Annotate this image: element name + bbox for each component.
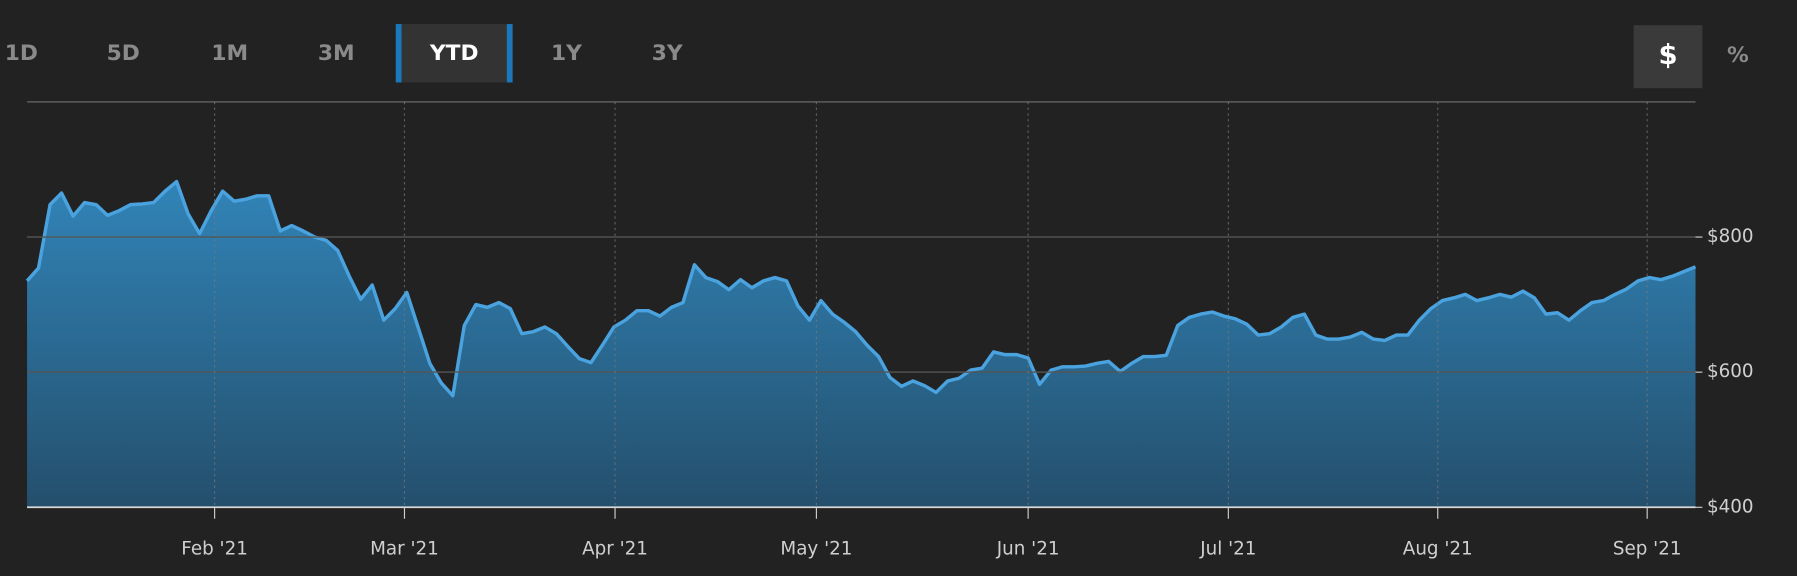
grid-overlay bbox=[27, 101, 1696, 508]
plot: $400 $600 $800 Feb '21 Mar '21 Apr '21 May '21… bbox=[25, 101, 1754, 560]
range-button[interactable]: 3M bbox=[318, 41, 355, 66]
range-button[interactable]: 1M bbox=[211, 41, 248, 66]
unit-button[interactable]: $ bbox=[1658, 39, 1677, 71]
y-tick-label: $600 bbox=[1707, 361, 1754, 382]
x-tick-label: Jun '21 bbox=[996, 539, 1060, 560]
x-tick-label: Sep '21 bbox=[1613, 539, 1682, 560]
x-tick-label: May '21 bbox=[780, 539, 852, 560]
range-button-edge bbox=[506, 24, 513, 83]
x-tick-label: Aug '21 bbox=[1403, 539, 1473, 560]
x-tick-label: Feb '21 bbox=[181, 539, 248, 560]
x-tick-label: Apr '21 bbox=[582, 539, 648, 560]
range-button[interactable]: YTD bbox=[429, 41, 479, 66]
x-tick-label: Mar '21 bbox=[370, 539, 439, 560]
y-tick-label: $400 bbox=[1707, 496, 1754, 517]
area bbox=[27, 181, 1696, 508]
range-button[interactable]: 3Y bbox=[652, 41, 683, 66]
range-button-edge bbox=[395, 24, 402, 83]
line bbox=[25, 179, 1697, 398]
range-button[interactable]: 5D bbox=[107, 41, 140, 66]
unit-button[interactable]: % bbox=[1727, 43, 1749, 68]
range-button-bg bbox=[395, 24, 513, 83]
toolbar: 1D 5D 1M 3M YTD 1Y 3Y $% bbox=[5, 24, 1749, 89]
unit-button-bg bbox=[1633, 25, 1703, 89]
y-tick-label: $800 bbox=[1707, 226, 1754, 247]
x-tick-label: Jul '21 bbox=[1199, 539, 1256, 560]
range-button[interactable]: 1Y bbox=[551, 41, 582, 66]
range-button[interactable]: 1D bbox=[5, 41, 38, 66]
